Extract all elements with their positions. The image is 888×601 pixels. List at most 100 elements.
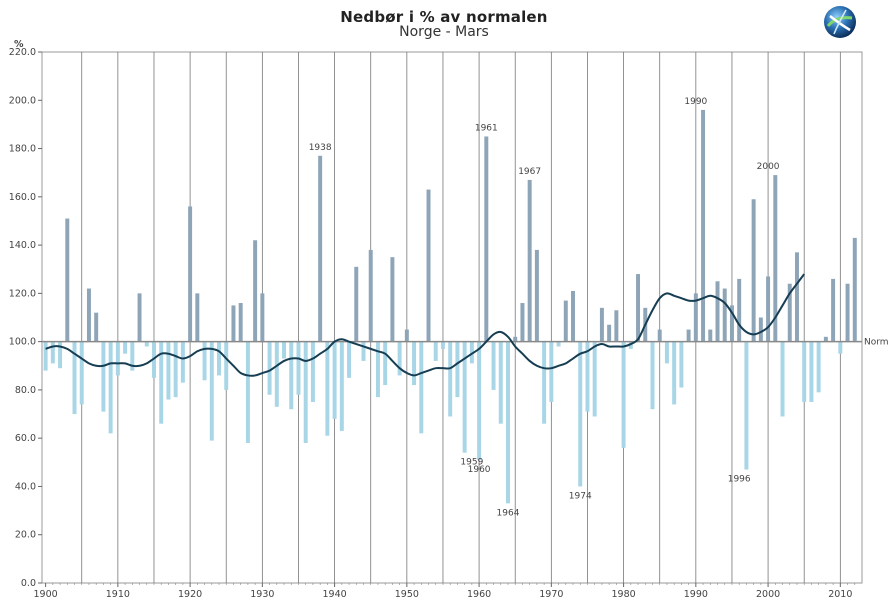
bar-1931 <box>267 341 272 395</box>
bar-1925 <box>224 341 229 390</box>
bar-1950 <box>404 329 409 342</box>
bar-1998 <box>751 199 756 342</box>
bar-1948 <box>390 257 395 342</box>
bar-1985 <box>657 329 662 342</box>
bar-1949 <box>397 341 402 376</box>
bar-1973 <box>571 290 575 342</box>
y-tick-label: 80.0 <box>15 385 36 396</box>
bar-1923 <box>209 341 214 441</box>
bar-1955 <box>440 341 445 349</box>
x-tick-label: 1970 <box>539 589 563 600</box>
chart-subtitle: Norge - Mars <box>399 24 489 40</box>
y-tick-label: 0.0 <box>21 578 36 589</box>
bar-1909 <box>108 341 113 434</box>
bar-1917 <box>166 341 171 400</box>
bar-1969 <box>542 341 547 424</box>
chart-title: Nedbør i % av normalen <box>340 8 548 26</box>
bar-1954 <box>433 341 438 361</box>
bar-1979 <box>614 310 619 342</box>
bar-1974 <box>578 341 583 487</box>
bar-2005 <box>802 341 807 402</box>
bar-1968 <box>534 249 539 342</box>
bar-1916 <box>159 341 164 424</box>
x-tick-label: 1950 <box>395 589 419 600</box>
bar-2009 <box>831 278 836 342</box>
bar-1928 <box>245 341 250 444</box>
bar-2001 <box>773 175 778 342</box>
bar-1922 <box>202 341 207 381</box>
bar-1991 <box>701 109 706 342</box>
bar-2011 <box>845 283 850 342</box>
bar-1996 <box>737 278 742 342</box>
smoothed-trend-line <box>45 273 806 377</box>
bar-1900 <box>43 341 48 371</box>
bar-1936 <box>303 341 308 444</box>
bar-1994 <box>722 288 727 342</box>
annotation-label: 1996 <box>728 475 751 485</box>
bar-1920 <box>188 206 193 342</box>
bar-1919 <box>180 341 185 383</box>
norm-label: Norm <box>864 338 888 348</box>
bar-1966 <box>520 303 525 342</box>
x-tick-label: 1990 <box>684 589 708 600</box>
bar-1921 <box>195 293 200 342</box>
bar-1935 <box>296 341 301 395</box>
annotation-label: 1960 <box>468 465 491 475</box>
bar-1958 <box>462 341 467 453</box>
bar-1997 <box>744 341 749 470</box>
bar-1953 <box>426 189 431 342</box>
bar-1913 <box>137 293 142 342</box>
bar-1939 <box>325 341 330 436</box>
bar-1911 <box>123 341 128 354</box>
bar-1927 <box>238 303 243 342</box>
bar-1992 <box>708 329 713 342</box>
bar-1945 <box>368 249 373 342</box>
bar-1988 <box>679 341 684 388</box>
x-tick-label: 1900 <box>34 589 58 600</box>
bar-1918 <box>173 341 178 398</box>
bar-1971 <box>556 341 561 347</box>
bar-1964 <box>506 341 510 504</box>
bar-2006 <box>809 341 814 402</box>
bar-1980 <box>621 341 626 448</box>
bar-1978 <box>607 324 612 342</box>
x-tick-label: 2000 <box>756 589 780 600</box>
bar-1944 <box>361 341 366 361</box>
bar-1901 <box>50 341 55 364</box>
bar-2012 <box>852 237 857 342</box>
annotation-label: 1967 <box>518 167 541 177</box>
bar-2004 <box>794 252 799 342</box>
bar-2007 <box>816 341 821 393</box>
bar-1947 <box>383 341 388 386</box>
bar-1989 <box>686 329 691 342</box>
y-tick-label: 140.0 <box>9 240 36 251</box>
bar-1956 <box>448 341 453 417</box>
annotation-label: 1938 <box>309 143 332 153</box>
bar-1914 <box>144 341 149 347</box>
x-tick-label: 1960 <box>467 589 491 600</box>
bar-1908 <box>101 341 106 412</box>
bar-1965 <box>513 336 518 342</box>
y-tick-label: 120.0 <box>9 288 36 299</box>
bar-1943 <box>354 266 359 342</box>
annotation-label: 1961 <box>475 123 498 133</box>
bar-1904 <box>72 341 77 415</box>
bar-1999 <box>758 317 763 342</box>
bar-1993 <box>715 281 720 342</box>
bar-2002 <box>780 341 785 417</box>
x-tick-label: 1940 <box>323 589 347 600</box>
bar-1970 <box>549 341 554 402</box>
bar-1938 <box>318 155 323 342</box>
bar-1982 <box>636 274 641 342</box>
bar-1959 <box>469 341 474 364</box>
bar-1951 <box>412 341 417 386</box>
x-tick-label: 1910 <box>106 589 130 600</box>
bar-1907 <box>94 312 99 342</box>
bar-1986 <box>664 341 669 364</box>
y-tick-label: 20.0 <box>15 530 36 541</box>
bar-1902 <box>58 341 63 369</box>
annotation-label: 1990 <box>684 97 707 107</box>
bar-1976 <box>592 341 597 417</box>
bar-1975 <box>585 341 590 412</box>
bar-1946 <box>375 341 380 398</box>
